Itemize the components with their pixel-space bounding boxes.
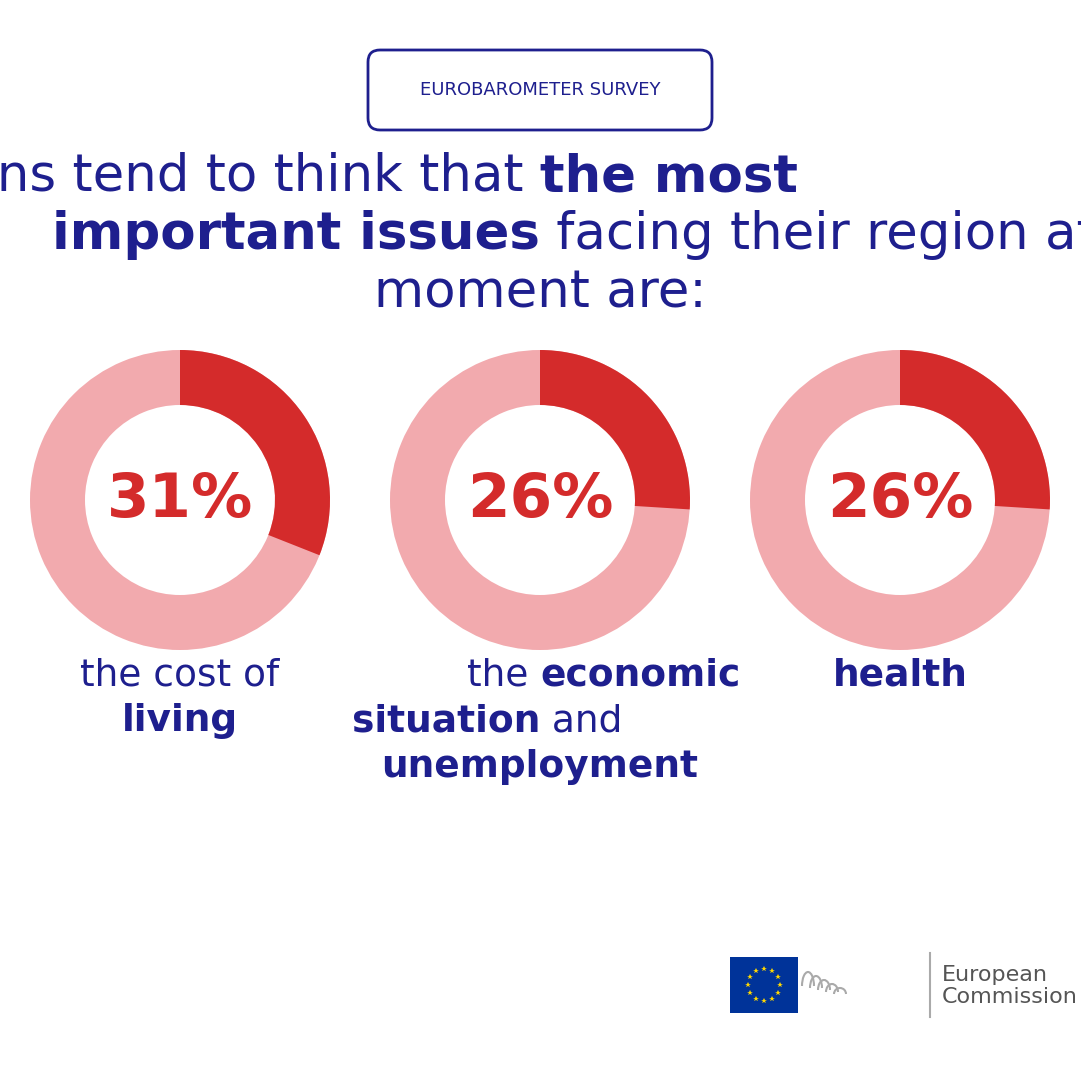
Text: facing their region at the: facing their region at the (540, 210, 1081, 260)
Text: economic: economic (540, 657, 740, 693)
Wedge shape (540, 350, 690, 510)
Text: 26%: 26% (827, 471, 973, 529)
Text: Commission: Commission (942, 987, 1078, 1007)
Text: Europeans tend to think that: Europeans tend to think that (0, 152, 540, 202)
Text: 31%: 31% (107, 471, 253, 529)
Text: 26%: 26% (467, 471, 613, 529)
Text: the most: the most (540, 152, 798, 202)
Bar (730, 957, 798, 1013)
Text: unemployment: unemployment (382, 750, 698, 785)
Text: the cost of: the cost of (80, 657, 280, 693)
Text: moment are:: moment are: (374, 268, 706, 318)
Wedge shape (390, 350, 690, 650)
FancyBboxPatch shape (368, 50, 712, 130)
Text: and: and (540, 703, 623, 739)
Text: the: the (467, 657, 540, 693)
Text: living: living (122, 703, 238, 739)
Text: EUROBAROMETER SURVEY: EUROBAROMETER SURVEY (419, 81, 660, 99)
Text: situation: situation (351, 703, 540, 739)
Wedge shape (900, 350, 1050, 510)
Text: health: health (832, 657, 967, 693)
Wedge shape (750, 350, 1050, 650)
Wedge shape (181, 350, 330, 555)
Text: European: European (942, 966, 1047, 985)
Text: important issues: important issues (52, 210, 540, 260)
Wedge shape (30, 350, 330, 650)
